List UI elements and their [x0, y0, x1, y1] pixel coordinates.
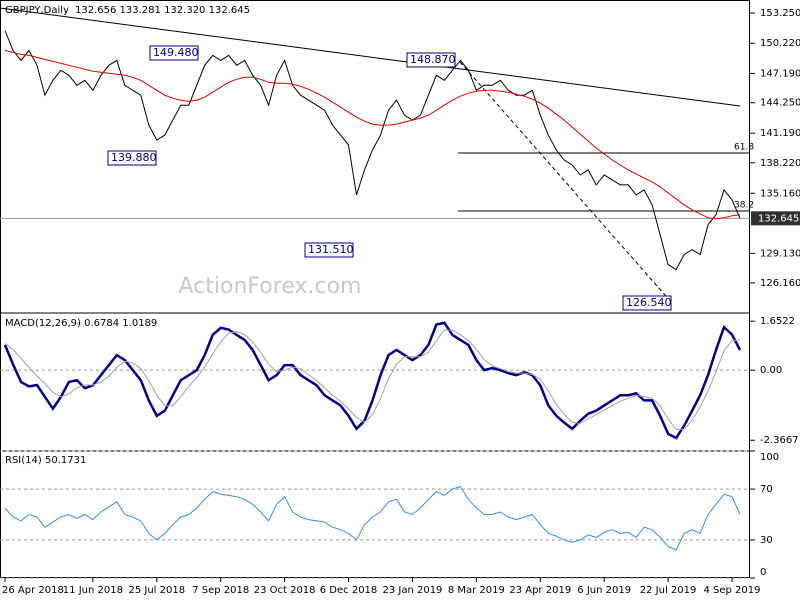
- x-tick-label: 8 Mar 2019: [448, 585, 505, 596]
- annotation-box: [149, 45, 199, 61]
- series-line: [4, 486, 741, 551]
- watermark: ActionForex.com: [179, 274, 362, 299]
- y-tick-label: 144.250: [760, 98, 800, 109]
- y-tick-label: 138.220: [760, 158, 800, 169]
- annotation-box: [622, 295, 672, 311]
- y-tick-label: 30: [760, 535, 773, 546]
- x-tick-label: 25 Jul 2018: [128, 585, 185, 596]
- current-price-box: [751, 211, 800, 226]
- y-tick-label: 70: [760, 484, 773, 495]
- panel-title: RSI(14) 50.1731: [5, 455, 86, 466]
- x-tick-label: 6 Dec 2018: [320, 585, 378, 596]
- annotation: 38.2: [734, 201, 754, 211]
- annotation: 131.510: [308, 243, 354, 256]
- x-tick-label: 23 Jan 2019: [382, 585, 442, 596]
- annotation-box: [107, 150, 157, 166]
- y-tick-label: 153.250: [760, 8, 800, 19]
- swing-line: [459, 61, 673, 304]
- series-line: [4, 30, 741, 271]
- y-tick-label: 100: [760, 452, 779, 463]
- annotation-box: [406, 52, 456, 68]
- annotation: 149.480: [153, 46, 199, 59]
- annotation: 148.870: [410, 53, 456, 66]
- y-tick-label: 0: [760, 567, 766, 578]
- y-tick-label: 135.160: [760, 188, 800, 199]
- x-tick-label: 7 Sep 2018: [192, 585, 249, 596]
- x-tick-label: 11 Jun 2018: [63, 585, 123, 596]
- y-tick-label: 150.220: [760, 38, 800, 49]
- trend-line: [0, 7, 741, 107]
- y-tick-label: 141.190: [760, 128, 800, 139]
- x-tick-label: 22 Jul 2019: [640, 585, 697, 596]
- x-tick-label: 4 Sep 2019: [703, 585, 760, 596]
- series-line: [3, 321, 742, 440]
- annotation: 61.8: [734, 143, 754, 153]
- x-tick-label: 23 Apr 2019: [509, 585, 571, 596]
- annotation: 139.880: [111, 151, 157, 164]
- chart-title: GBPJPY,Daily: [5, 5, 69, 16]
- annotation-box: [304, 242, 354, 258]
- series-line: [4, 49, 741, 220]
- y-tick-label: 147.190: [760, 68, 800, 79]
- chart-subtitle: 132.656 133.281 132.320 132.645: [75, 5, 250, 16]
- panel-title: MACD(12,26,9) 0.6784 1.0189: [5, 318, 157, 329]
- y-tick-label: 1.6522: [760, 316, 795, 327]
- annotation: 126.540: [626, 296, 672, 309]
- x-tick-label: 26 Apr 2018: [2, 585, 64, 596]
- y-tick-label: 129.130: [760, 248, 800, 259]
- x-tick-label: 23 Oct 2018: [254, 585, 316, 596]
- y-tick-label: -2.3667: [760, 435, 799, 446]
- plot-frame: [0, 0, 750, 578]
- series-line: [4, 329, 741, 430]
- x-tick-label: 6 Jun 2019: [577, 585, 631, 596]
- current-price-label: 132.645: [758, 213, 799, 224]
- y-tick-label: 0.00: [760, 365, 782, 376]
- y-tick-label: 126.160: [760, 278, 800, 289]
